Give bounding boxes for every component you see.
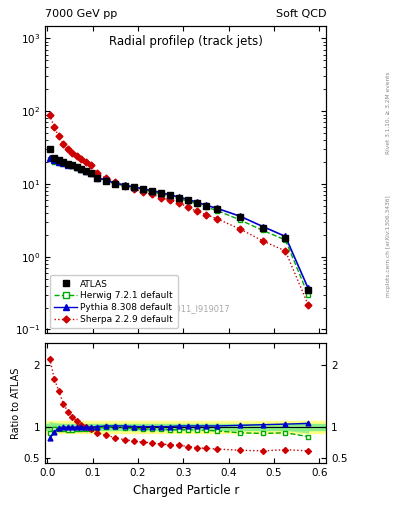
- Text: Rivet 3.1.10, ≥ 3.2M events: Rivet 3.1.10, ≥ 3.2M events: [386, 71, 391, 154]
- Text: Soft QCD: Soft QCD: [276, 9, 326, 19]
- Y-axis label: Ratio to ATLAS: Ratio to ATLAS: [11, 368, 21, 439]
- X-axis label: Charged Particle r: Charged Particle r: [132, 484, 239, 497]
- Text: Radial profileρ (track jets): Radial profileρ (track jets): [109, 35, 263, 48]
- Text: 7000 GeV pp: 7000 GeV pp: [45, 9, 118, 19]
- Bar: [45, 424, 326, 430]
- Text: ATLAS_2011_I919017: ATLAS_2011_I919017: [141, 304, 231, 313]
- Text: mcplots.cern.ch [arXiv:1306.3436]: mcplots.cern.ch [arXiv:1306.3436]: [386, 195, 391, 296]
- Bar: [45, 421, 326, 434]
- Legend: ATLAS, Herwig 7.2.1 default, Pythia 8.308 default, Sherpa 2.2.9 default: ATLAS, Herwig 7.2.1 default, Pythia 8.30…: [50, 275, 178, 328]
